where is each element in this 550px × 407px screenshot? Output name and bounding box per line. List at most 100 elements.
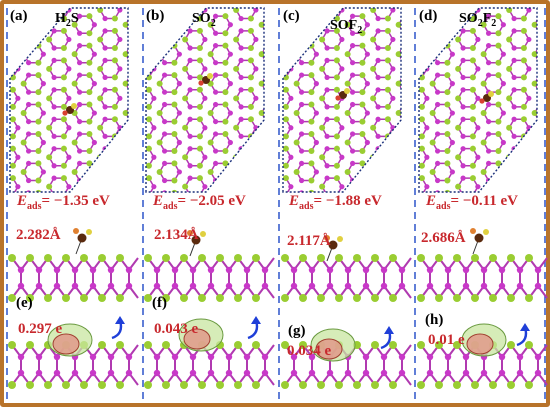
side-view-slab — [8, 254, 139, 389]
hex-ring — [297, 252, 317, 269]
metal-atom — [219, 272, 224, 277]
metal-atom — [349, 118, 356, 125]
se-atom — [156, 139, 163, 146]
hex-ring — [202, 237, 222, 254]
metal-atom — [485, 30, 492, 36]
se-atom — [393, 102, 399, 108]
metal-atom — [179, 161, 184, 166]
metal-atom — [227, 169, 233, 175]
se-atom — [546, 354, 550, 360]
metal-atom — [212, 60, 219, 66]
metal-atom — [230, 178, 235, 183]
se-atom — [131, 95, 137, 101]
metal-atom — [187, 87, 193, 93]
se-atom — [146, 116, 152, 123]
metal-atom — [238, 45, 244, 51]
se-atom — [222, 236, 228, 242]
metal-atom — [204, 87, 209, 92]
metal-atom — [111, 148, 116, 153]
metal-atom — [435, 396, 440, 401]
se-atom — [421, 331, 427, 337]
metal-atom — [161, 60, 168, 66]
metal-atom — [187, 399, 192, 404]
metal-atom — [102, 133, 108, 139]
se-atom — [283, 133, 289, 140]
metal-atom — [511, 45, 517, 51]
se-atom — [258, 139, 264, 146]
metal-atom — [171, 282, 179, 290]
metal-atom — [375, 310, 380, 315]
se-atom — [207, 168, 214, 175]
metal-atom — [485, 43, 492, 49]
se-atom — [410, 1, 416, 7]
metal-atom — [401, 207, 406, 212]
metal-atom — [511, 222, 516, 227]
se-atom — [248, 398, 254, 404]
metal-atom — [51, 133, 57, 139]
metal-atom — [537, 337, 542, 342]
se-atom — [257, 325, 263, 331]
se-atom — [0, 301, 1, 307]
se-atom — [350, 398, 356, 404]
metal-atom — [128, 207, 133, 212]
metal-atom — [230, 14, 235, 19]
se-atom — [144, 381, 152, 389]
metal-atom — [151, 36, 157, 43]
se-atom — [393, 1, 399, 7]
metal-atom — [467, 317, 472, 322]
se-atom — [436, 0, 442, 4]
se-atom — [116, 381, 124, 389]
metal-atom — [15, 214, 20, 219]
metal-atom — [35, 282, 43, 290]
se-atom — [112, 234, 118, 240]
metal-atom — [511, 28, 517, 34]
metal-atom — [426, 176, 431, 181]
metal-atom — [426, 58, 431, 63]
se-atom — [46, 390, 52, 396]
metal-atom — [503, 90, 508, 95]
se-atom — [248, 0, 254, 4]
metal-atom — [0, 293, 5, 298]
metal-atom — [350, 1, 355, 6]
hex-ring — [364, 399, 384, 407]
metal-atom — [366, 161, 371, 166]
se-atom — [495, 89, 502, 96]
metal-atom — [518, 22, 523, 27]
se-atom — [257, 278, 263, 284]
metal-atom — [288, 272, 293, 277]
metal-atom — [537, 296, 542, 301]
se-atom — [216, 294, 224, 302]
se-atom — [308, 219, 314, 225]
se-atom — [333, 162, 340, 169]
hex-ring — [348, 0, 368, 4]
se-atom — [116, 341, 124, 349]
se-atom — [86, 160, 93, 167]
hex-ring — [75, 399, 95, 407]
metal-atom — [399, 169, 404, 174]
metal-atom — [243, 369, 251, 377]
se-atom — [268, 360, 274, 366]
se-atom — [353, 254, 361, 262]
metal-atom — [313, 22, 319, 28]
metal-atom — [365, 228, 370, 233]
se-atom — [520, 57, 527, 64]
se-atom — [361, 257, 367, 263]
hex-ring — [0, 325, 18, 342]
metal-atom — [0, 45, 5, 50]
metal-atom — [179, 90, 184, 95]
metal-atom — [340, 58, 345, 63]
metal-atom — [204, 58, 209, 63]
se-atom — [333, 175, 340, 182]
se-atom — [35, 384, 41, 390]
metal-atom — [179, 249, 184, 254]
se-atom — [546, 72, 550, 78]
metal-atom — [91, 51, 97, 57]
metal-atom — [339, 272, 344, 277]
metal-atom — [511, 281, 516, 286]
metal-atom — [350, 367, 355, 372]
metal-atom — [253, 36, 259, 43]
metal-atom — [304, 37, 309, 42]
metal-atom — [518, 258, 523, 263]
metal-atom — [441, 155, 446, 160]
metal-atom — [230, 308, 235, 313]
